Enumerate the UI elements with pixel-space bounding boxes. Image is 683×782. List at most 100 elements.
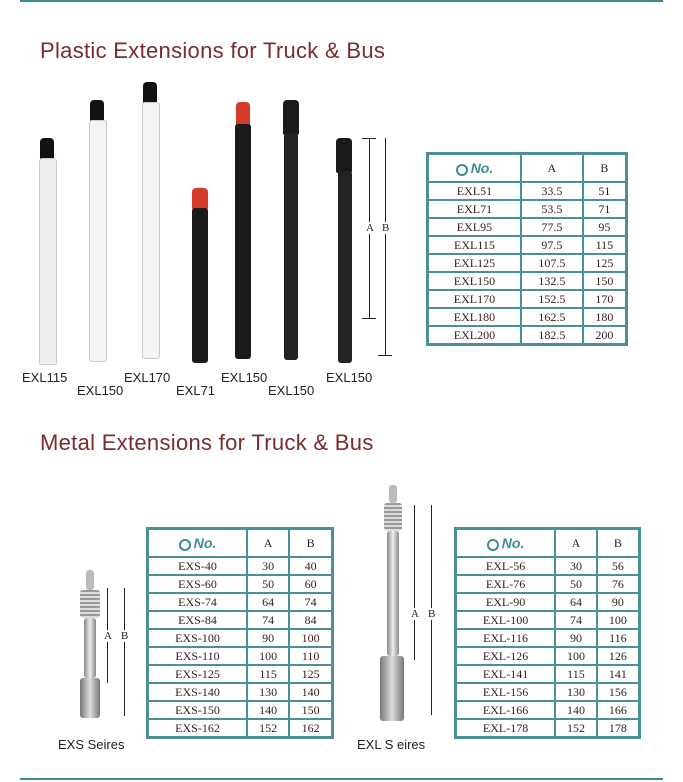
table-cell: 115 [246,664,291,684]
table-row: EXL-76 50 76 [454,574,641,594]
table-cell: 64 [554,592,598,612]
table-cell: 100 [554,646,598,666]
table-row: EXS-84 74 84 [146,610,334,630]
table-row: EXL125 107.5 125 [426,253,628,273]
table-cell: 51 [581,181,628,201]
table-cell: 200 [581,325,628,346]
table-cell: EXS-150 [146,700,249,720]
table-cell: 107.5 [519,253,584,273]
table-cell: 115 [554,664,598,684]
table-row: EXL170 152.5 170 [426,289,628,309]
table-row: EXS-60 50 60 [146,574,334,594]
table-cell: 116 [595,628,641,648]
table-cell: 100 [595,610,641,630]
header-a: A [554,527,598,558]
table-row: EXL150 132.5 150 [426,271,628,291]
table-row: EXL-141 115 141 [454,664,641,684]
table-row: EXL-100 74 100 [454,610,641,630]
dim-b-label: B [428,608,436,620]
table-cell: 152 [554,718,598,739]
table-cell: EXS-84 [146,610,249,630]
table-cell: 97.5 [519,235,584,255]
table-cell: 140 [246,700,291,720]
exs-series-label: EXS Seires [58,737,125,752]
header-a: A [246,527,291,558]
dim-a-label: A [411,608,419,620]
table-cell: 156 [595,682,641,702]
table-cell: EXS-125 [146,664,249,684]
header-no-label: No. [193,534,217,551]
table-cell: EXS-140 [146,682,249,702]
table-row: EXL-126 100 126 [454,646,641,666]
header-b: B [288,527,334,558]
table-row: EXS-40 30 40 [146,556,334,576]
header-no: No. [146,527,249,558]
table-cell: 130 [554,682,598,702]
table-cell: EXL-116 [454,628,557,648]
table-cell: 152 [246,718,291,739]
table-cell: 76 [595,574,641,594]
table-row: EXL-56 30 56 [454,556,641,576]
table-cell: EXL71 [426,199,522,219]
product-label: EXL150 [77,383,124,398]
plastic-title: Plastic Extensions for Truck & Bus [40,38,386,63]
table-cell: 140 [288,682,334,702]
table-row: EXL180 162.5 180 [426,307,628,327]
table-row: EXL-90 64 90 [454,592,641,612]
table-cell: 162 [288,718,334,739]
table-row: EXS-150 140 150 [146,700,334,720]
table-cell: EXL95 [426,217,522,237]
table-row: EXL-116 90 116 [454,628,641,648]
table-cell: 95 [581,217,628,237]
table-cell: 53.5 [519,199,584,219]
logo-icon [455,163,468,176]
table-cell: 74 [554,610,598,630]
table-row: EXS-125 115 125 [146,664,334,684]
table-cell: EXS-100 [146,628,249,648]
table-cell: 30 [554,556,598,576]
table-cell: EXL-56 [454,556,557,576]
plastic-spec-table: No. A B EXL51 33.5 51 EXL71 53.5 71 EXL95 77.5 95 EX… [426,152,628,346]
table-cell: 64 [246,592,291,612]
product-label: EXL150 [268,383,315,398]
table-cell: 84 [288,610,334,630]
table-cell: 40 [288,556,334,576]
table-cell: EXL150 [426,271,522,291]
table-row: EXL-166 140 166 [454,700,641,720]
table-cell: EXL-178 [454,718,557,739]
table-cell: 56 [595,556,641,576]
table-cell: EXL51 [426,181,522,201]
table-cell: EXL200 [426,325,522,346]
table-cell: EXL170 [426,289,522,309]
metal-title: Metal Extensions for Truck & Bus [40,430,374,455]
table-cell: 60 [288,574,334,594]
table-row: EXS-110 100 110 [146,646,334,666]
header-no: No. [454,527,557,558]
table-row: EXL115 97.5 115 [426,235,628,255]
table-cell: 30 [246,556,291,576]
table-cell: EXS-162 [146,718,249,739]
table-cell: 74 [246,610,291,630]
table-row: EXL-178 152 178 [454,718,641,739]
dim-b-label: B [121,630,129,642]
table-cell: 74 [288,592,334,612]
exl-series-label: EXL S eires [357,737,426,752]
table-cell: EXL-100 [454,610,557,630]
table-cell: 33.5 [519,181,584,201]
table-cell: EXL-156 [454,682,557,702]
table-cell: 50 [554,574,598,594]
table-cell: 130 [246,682,291,702]
table-cell: 132.5 [519,271,584,291]
header-no-label: No. [470,159,494,176]
top-rule [20,0,663,2]
table-header-row: No. A B [426,152,628,183]
table-row: EXL71 53.5 71 [426,199,628,219]
table-cell: 71 [581,199,628,219]
table-cell: 125 [288,664,334,684]
table-header-row: No. A B [454,527,641,558]
product-label: EXL170 [124,370,171,385]
table-cell: 180 [581,307,628,327]
table-cell: EXS-110 [146,646,249,666]
table-row: EXS-140 130 140 [146,682,334,702]
